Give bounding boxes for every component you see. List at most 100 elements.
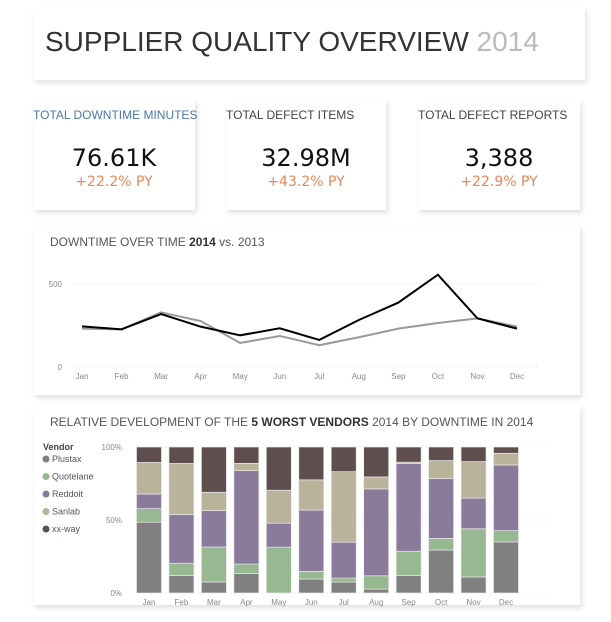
bar-Sanlab-Jul <box>330 471 357 543</box>
x-tick-label: Jul <box>339 598 349 607</box>
bar-Reddoit-Feb <box>168 514 195 564</box>
bar-Reddoit-Sep <box>395 463 422 552</box>
bar-xx-way-Jun <box>298 446 325 481</box>
legend-label: Reddoit <box>52 489 84 499</box>
title-card: SUPPLIER QUALITY OVERVIEW 2014 <box>33 8 585 80</box>
title-year: 2014 <box>476 26 539 57</box>
page-title: SUPPLIER QUALITY OVERVIEW 2014 <box>45 26 539 58</box>
y-tick-label: 0 <box>58 363 63 372</box>
x-tick-label: Sep <box>391 372 406 381</box>
bar-Quotelane-Nov <box>460 528 487 578</box>
bar-Reddoit-Aug <box>363 488 390 577</box>
kpi-value: 3,388 <box>464 144 534 172</box>
bar-Sanlab-Oct <box>428 460 454 479</box>
bar-xx-way-Mar <box>201 446 227 493</box>
x-tick-label: Sep <box>402 598 417 607</box>
bar-Reddoit-Dec <box>493 464 519 532</box>
bar-xx-way-Jan <box>136 446 162 463</box>
x-tick-label: Feb <box>175 598 189 607</box>
bar-Sanlab-Jun <box>298 479 325 511</box>
bar-Quotelane-Jul <box>330 577 357 583</box>
legend-label: Quotelane <box>52 472 94 482</box>
legend-label: xx-way <box>52 524 81 534</box>
bar-Quotelane-Dec <box>493 530 519 543</box>
legend-marker-Reddoit <box>42 490 50 498</box>
bar-Reddoit-Mar <box>201 510 227 548</box>
x-tick-label: Apr <box>194 372 207 381</box>
bar-Reddoit-Jun <box>298 509 325 572</box>
x-tick-label: Jan <box>143 598 156 607</box>
bar-Quotelane-Apr <box>233 563 260 574</box>
bar-Plustax-Mar <box>201 581 227 594</box>
legend-marker-Plustax <box>42 455 50 463</box>
kpi-value: 32.98M <box>261 144 351 172</box>
bar-Sanlab-Nov <box>460 461 487 499</box>
kpi-label: TOTAL DEFECT ITEMS <box>226 108 355 122</box>
bar-Quotelane-Jan <box>136 508 162 523</box>
legend-marker-Sanlab <box>42 508 50 515</box>
bar-Plustax-Aug <box>363 588 390 594</box>
kpi-py: +43.2% PY <box>267 174 345 190</box>
x-tick-label: Oct <box>435 598 448 607</box>
bar-xx-way-Aug <box>363 446 390 478</box>
x-tick-label: Jul <box>314 372 324 381</box>
bar-Sanlab-Dec <box>493 452 519 466</box>
x-tick-label: Nov <box>470 372 484 381</box>
line-chart-title: DOWNTIME OVER TIME 2014 vs. 2013 <box>50 235 265 249</box>
y-tick-label: 50% <box>106 516 122 525</box>
bar-Quotelane-Feb <box>168 562 195 576</box>
bar-Quotelane-Sep <box>395 550 422 576</box>
legend-label: Plustax <box>52 454 82 464</box>
y-tick-label: 500 <box>49 280 63 289</box>
bar-Sanlab-Aug <box>363 476 390 490</box>
bar-Reddoit-Oct <box>428 478 454 539</box>
x-tick-label: Dec <box>510 372 524 381</box>
x-tick-label: Mar <box>207 598 221 607</box>
bar-Quotelane-Aug <box>363 575 390 590</box>
kpi-value: 76.61K <box>71 144 157 172</box>
title-text: SUPPLIER QUALITY OVERVIEW <box>45 26 469 57</box>
kpi-defect-items: TOTAL DEFECT ITEMS 32.98M +43.2% PY <box>226 100 386 210</box>
x-tick-label: Jan <box>76 372 89 381</box>
bar-Quotelane-Jun <box>298 571 325 580</box>
legend-title: Vendor <box>43 442 74 452</box>
x-tick-label: Feb <box>115 372 129 381</box>
bar-Plustax-Jan <box>136 521 162 594</box>
x-tick-label: May <box>271 598 286 607</box>
bar-Plustax-Oct <box>428 549 454 594</box>
bar-Reddoit-Apr <box>233 470 260 565</box>
bar-Reddoit-Nov <box>460 497 487 530</box>
bar-xx-way-Dec <box>493 446 519 454</box>
line-series-2013 <box>81 311 518 347</box>
kpi-downtime: TOTAL DOWNTIME MINUTES 76.61K +22.2% PY <box>33 100 198 210</box>
bar-xx-way-May <box>265 446 292 491</box>
bar-xx-way-Feb <box>168 446 195 464</box>
bar-Plustax-Feb <box>168 575 195 594</box>
bar-xx-way-Sep <box>395 446 422 463</box>
bar-xx-way-Oct <box>428 446 454 461</box>
x-tick-label: Oct <box>432 372 445 381</box>
bar-Plustax-Jul <box>330 581 357 594</box>
bar-Reddoit-Jan <box>136 493 162 509</box>
x-tick-label: Mar <box>154 372 168 381</box>
line-series-2014 <box>81 273 518 342</box>
bar-Sanlab-Feb <box>168 463 195 515</box>
bar-xx-way-Jul <box>330 446 357 473</box>
bar-Reddoit-May <box>265 522 292 548</box>
bar-Plustax-Sep <box>395 575 422 594</box>
x-tick-label: Nov <box>466 598 480 607</box>
legend-label: Sanlab <box>52 507 80 517</box>
bar-Sanlab-May <box>265 489 292 524</box>
bar-Plustax-Apr <box>233 573 260 594</box>
bar-Sanlab-Apr <box>233 463 260 472</box>
x-tick-label: Apr <box>240 598 253 607</box>
bar-xx-way-Nov <box>460 446 487 462</box>
kpi-label: TOTAL DOWNTIME MINUTES <box>33 108 198 122</box>
kpi-py: +22.9% PY <box>460 174 538 190</box>
x-tick-label: May <box>233 372 248 381</box>
x-tick-label: Aug <box>352 372 366 381</box>
bar-chart-title: RELATIVE DEVELOPMENT OF THE 5 WORST VEND… <box>50 415 534 429</box>
bar-Sanlab-Mar <box>201 491 227 511</box>
bar-Plustax-Dec <box>493 541 519 594</box>
